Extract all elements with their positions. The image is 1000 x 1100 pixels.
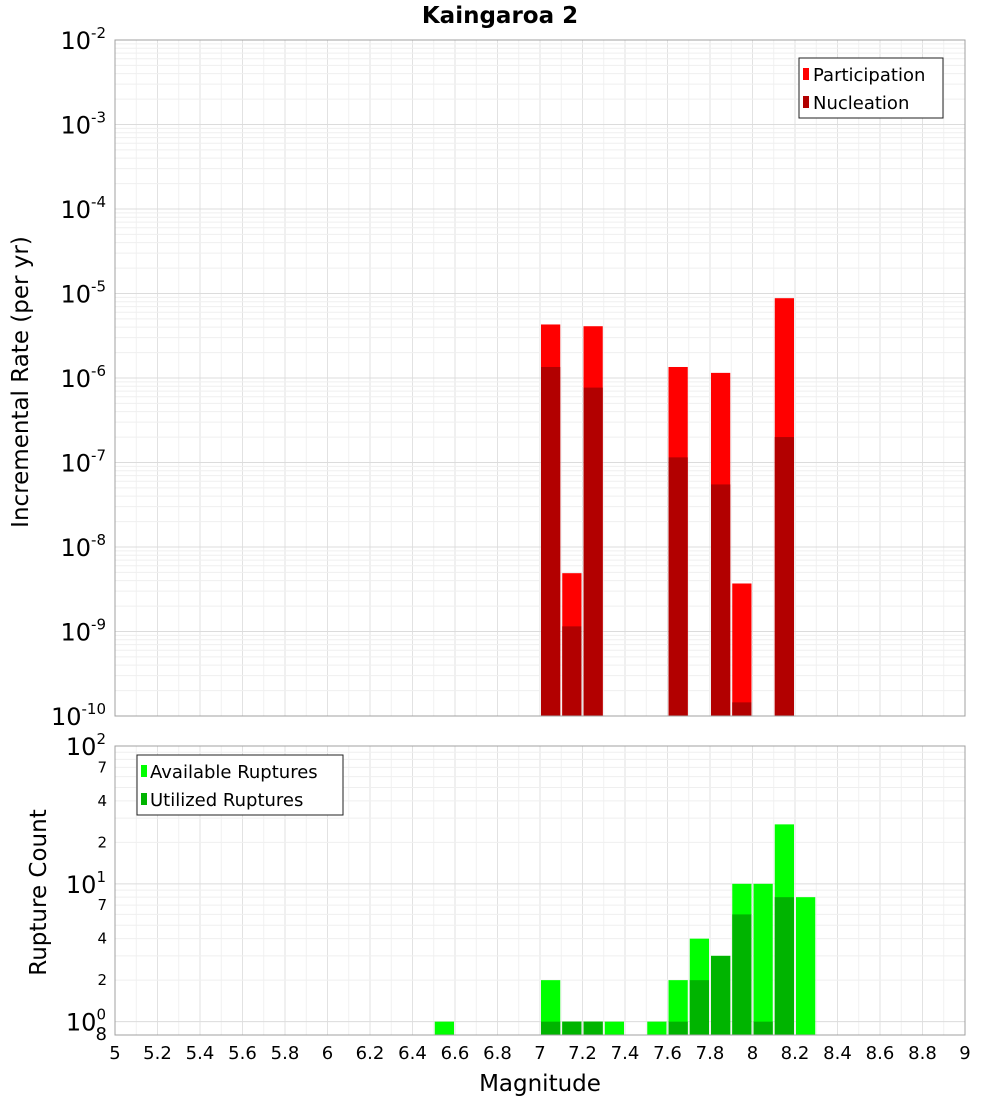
x-tick-label: 7.6 (653, 1043, 682, 1064)
x-tick-label: 5.2 (143, 1043, 172, 1064)
y-tick-label: 10-6 (60, 362, 106, 393)
x-tick-label: 5 (109, 1043, 120, 1064)
utilized-ruptures-bar (689, 980, 709, 1035)
y-tick-label: 101 (66, 868, 106, 899)
y-minor-tick-label: 2 (97, 971, 107, 989)
legend-box (136, 754, 344, 816)
nucleation-bar (541, 366, 561, 716)
participation-bar (732, 583, 752, 716)
legend-swatch (141, 765, 147, 777)
legend-label: Utilized Ruptures (150, 790, 303, 811)
x-tick-label: 7.8 (696, 1043, 725, 1064)
available-ruptures-bar (647, 1021, 667, 1035)
y-tick-label: 10-3 (60, 109, 106, 140)
y-tick-label: 100 (66, 1006, 106, 1037)
x-tick-label: 8.4 (823, 1043, 852, 1064)
legend-label: Available Ruptures (150, 762, 318, 783)
nucleation-bar (668, 457, 688, 716)
y-axis-label: Rupture Count (26, 809, 52, 975)
utilized-ruptures-bar (753, 1021, 773, 1035)
x-tick-label: 8 (747, 1043, 758, 1064)
available-ruptures-bar (668, 980, 688, 1035)
legend-label: Participation (813, 65, 925, 86)
plot-frame (114, 39, 966, 717)
legend-swatch (803, 96, 809, 108)
legend-box (798, 57, 944, 119)
utilized-ruptures-bar (732, 914, 752, 1035)
rate-panel: 10-2 10-3 10-4 10-5 10-6 10-7 10-8 10-9 10-10 Inc… (8, 24, 966, 731)
x-tick-label: 6 (322, 1043, 333, 1064)
x-tick-label: 5.4 (186, 1043, 215, 1064)
legend-label: Nucleation (813, 93, 909, 114)
x-tick-label: 5.8 (271, 1043, 300, 1064)
y-tick-label: 102 (66, 730, 106, 761)
legend-swatch (141, 793, 147, 805)
x-tick-label: 8.8 (908, 1043, 937, 1064)
x-tick-label: 7.2 (568, 1043, 597, 1064)
x-tick-label: 7.4 (611, 1043, 640, 1064)
y-minor-tick-label: 8 (96, 1024, 107, 1045)
y-tick-label: 10-10 (51, 700, 106, 731)
utilized-ruptures-bar (541, 1021, 561, 1035)
y-tick-label: 10-9 (60, 616, 106, 647)
available-ruptures-bar (434, 1021, 454, 1035)
nucleation-bar (562, 626, 582, 716)
x-tick-label: 6.8 (483, 1043, 512, 1064)
x-tick-label: 6.2 (356, 1043, 385, 1064)
chart-title: Kaingaroa 2 (422, 3, 578, 29)
available-ruptures-bar (541, 980, 561, 1035)
y-tick-label: 10-8 (60, 531, 106, 562)
y-minor-tick-label: 7 (97, 896, 107, 914)
y-minor-tick-label: 4 (97, 930, 107, 948)
utilized-ruptures-bar (711, 955, 731, 1035)
y-axis-label: Incremental Rate (per yr) (8, 236, 34, 528)
y-tick-label: 10-4 (60, 193, 106, 224)
x-tick-label: 6.4 (398, 1043, 427, 1064)
y-minor-tick-label: 4 (97, 792, 107, 810)
x-axis-label: Magnitude (479, 1071, 601, 1097)
x-tick-label: 8.2 (781, 1043, 810, 1064)
utilized-ruptures-bar (774, 897, 794, 1035)
y-minor-tick-label: 7 (97, 758, 107, 776)
nucleation-bar (583, 387, 603, 716)
x-tick-label: 7 (534, 1043, 545, 1064)
plot-frame (114, 745, 966, 1036)
y-minor-tick-label: 2 (97, 833, 107, 851)
x-tick-label: 5.6 (228, 1043, 257, 1064)
utilized-ruptures-bar (562, 1021, 582, 1035)
available-ruptures-bar (753, 883, 773, 1035)
utilized-ruptures-bar (668, 1021, 688, 1035)
y-tick-label: 10-2 (60, 24, 106, 55)
y-tick-label: 10-7 (60, 447, 106, 478)
y-tick-label: 10-5 (60, 278, 106, 309)
x-tick-label: 8.6 (866, 1043, 895, 1064)
legend-swatch (803, 68, 809, 80)
x-tick-label: 6.6 (441, 1043, 470, 1064)
available-ruptures-bar (796, 897, 816, 1035)
nucleation-bar (711, 484, 731, 716)
utilized-ruptures-bar (583, 1021, 603, 1035)
available-ruptures-bar (604, 1021, 624, 1035)
nucleation-bar (774, 437, 794, 716)
nucleation-bar (732, 702, 752, 716)
x-tick-label: 9 (959, 1043, 970, 1064)
